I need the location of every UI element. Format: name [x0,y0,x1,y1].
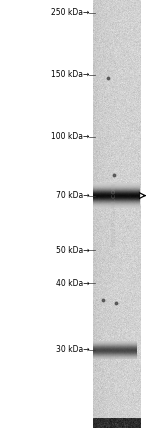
Text: 40 kDa→: 40 kDa→ [56,279,89,288]
Text: 30 kDa→: 30 kDa→ [56,345,89,354]
Text: WWW.PTGLAB.COM: WWW.PTGLAB.COM [111,182,117,246]
Text: 150 kDa→: 150 kDa→ [51,70,89,80]
Text: 70 kDa→: 70 kDa→ [56,191,89,200]
Text: 250 kDa→: 250 kDa→ [51,8,89,18]
Text: 100 kDa→: 100 kDa→ [51,132,89,142]
Text: 50 kDa→: 50 kDa→ [56,246,89,255]
